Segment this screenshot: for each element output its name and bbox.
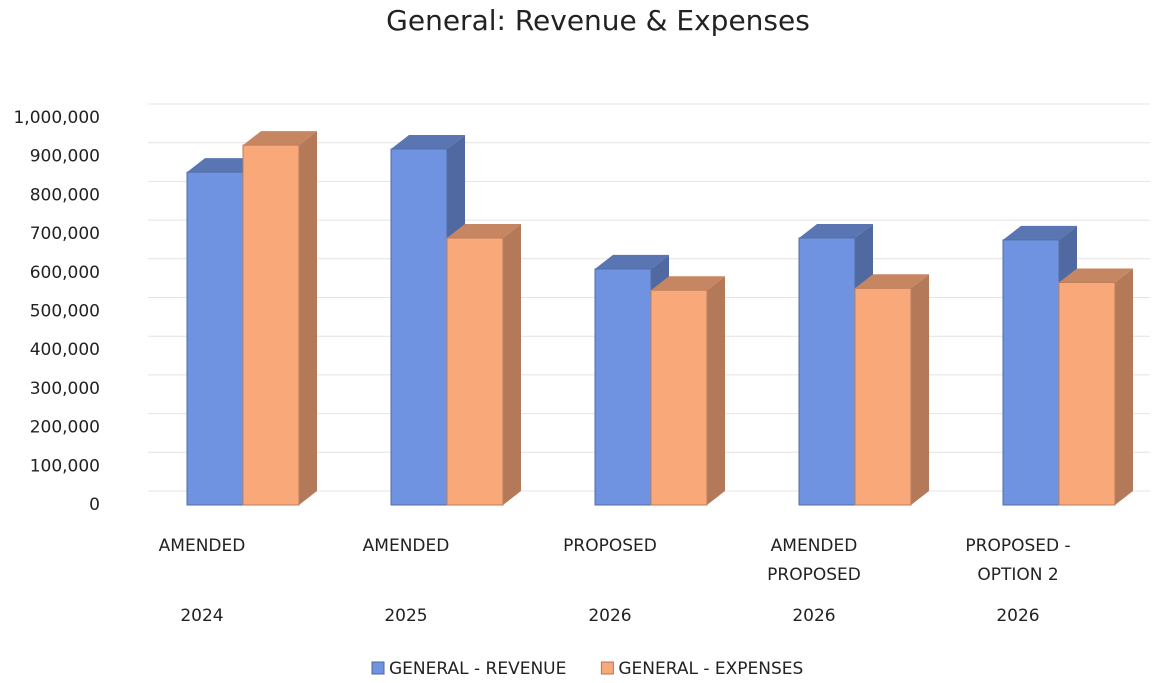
bar <box>186 171 244 506</box>
legend-label: GENERAL - EXPENSES <box>618 659 803 679</box>
x-group-label: 2026 <box>996 606 1039 626</box>
x-group-label: 2026 <box>792 606 835 626</box>
bar-top <box>391 134 465 149</box>
bar <box>1002 239 1060 506</box>
y-tick-label: 200,000 <box>30 418 100 438</box>
chart-title: General: Revenue & Expenses <box>386 4 810 37</box>
bar-top <box>1059 268 1133 283</box>
bar-top <box>855 274 929 289</box>
bar-top <box>243 131 317 146</box>
bar <box>390 148 448 506</box>
x-tick-label: AMENDED <box>363 536 450 556</box>
bar-side <box>911 274 929 505</box>
bar <box>594 268 652 506</box>
bar <box>446 237 504 506</box>
bar-side <box>503 223 521 505</box>
y-tick-label: 0 <box>89 495 100 515</box>
bar <box>242 144 300 506</box>
y-tick-label: 100,000 <box>30 456 100 476</box>
y-tick-label: 300,000 <box>30 379 100 399</box>
bar-side <box>299 131 317 505</box>
bar-side <box>1115 268 1133 505</box>
y-tick-label: 700,000 <box>30 224 100 244</box>
bar <box>650 289 708 506</box>
y-tick-label: 900,000 <box>30 147 100 167</box>
y-tick-label: 500,000 <box>30 302 100 322</box>
bar-top <box>447 223 521 238</box>
bar-top <box>799 223 873 238</box>
y-tick-label: 600,000 <box>30 263 100 283</box>
bar-top <box>1003 225 1077 240</box>
bar-side <box>707 276 725 505</box>
legend-swatch <box>371 661 385 675</box>
y-tick-label: 1,000,000 <box>13 108 100 128</box>
legend-swatch <box>600 661 614 675</box>
x-group-label: 2024 <box>180 606 223 626</box>
x-tick-label: AMENDED <box>159 536 246 556</box>
bar-top <box>595 254 669 269</box>
x-group-label: 2026 <box>588 606 631 626</box>
bar <box>798 237 856 506</box>
y-tick-label: 400,000 <box>30 340 100 360</box>
legend-label: GENERAL - REVENUE <box>389 659 566 679</box>
x-tick-label: AMENDED PROPOSED <box>767 536 861 585</box>
x-group-label: 2025 <box>384 606 427 626</box>
bar <box>1058 281 1116 506</box>
bar-top <box>651 276 725 291</box>
bar <box>854 287 912 506</box>
y-tick-label: 800,000 <box>30 185 100 205</box>
x-tick-label: PROPOSED <box>563 536 657 556</box>
x-tick-label: PROPOSED -OPTION 2 <box>965 536 1070 585</box>
